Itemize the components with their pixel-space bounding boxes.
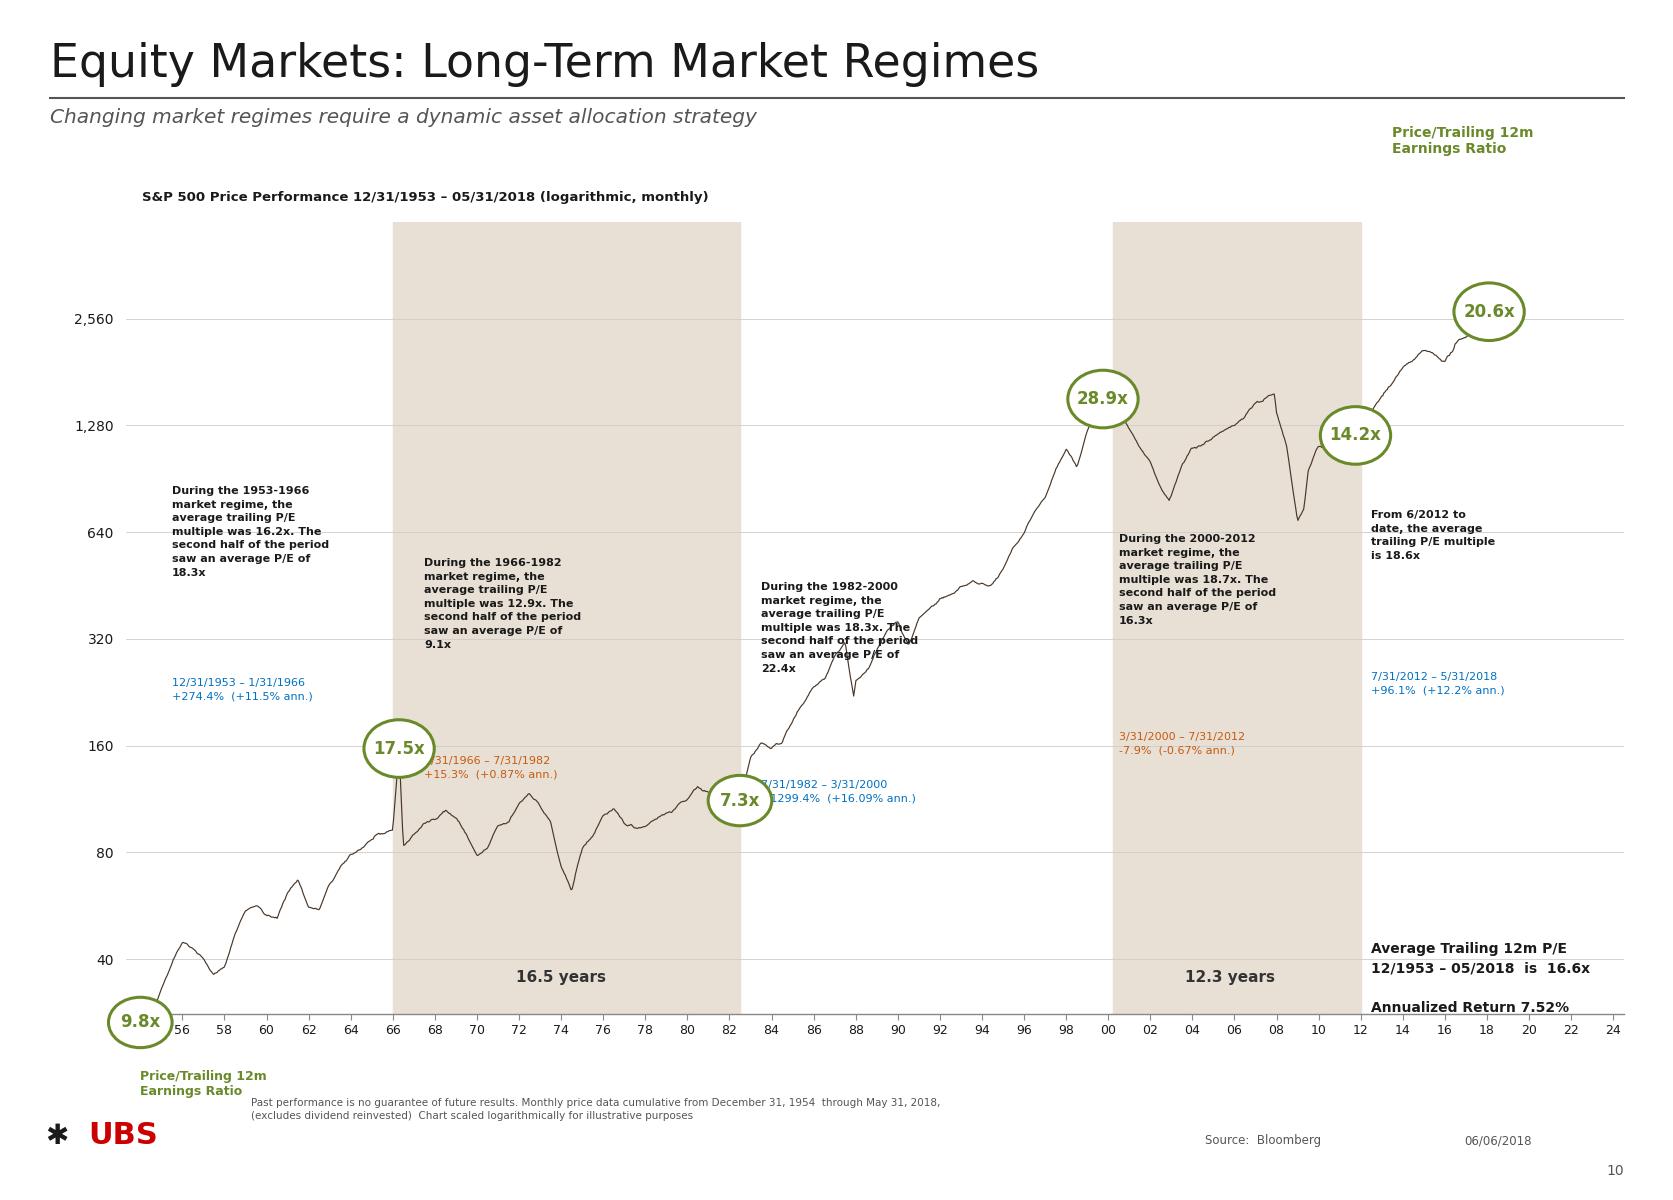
Text: Average Trailing 12m P/E
12/1953 – 05/2018  is  16.6x

Annualized Return 7.52%: Average Trailing 12m P/E 12/1953 – 05/20… [1370,942,1589,1014]
Text: 7/31/1982 – 3/31/2000
+1299.4%  (+16.09% ann.): 7/31/1982 – 3/31/2000 +1299.4% (+16.09% … [761,780,915,804]
Text: During the 1966-1982
market regime, the
average trailing P/E
multiple was 12.9x.: During the 1966-1982 market regime, the … [423,558,581,649]
Text: 17.5x: 17.5x [373,739,425,757]
Text: 7/31/2012 – 5/31/2018
+96.1%  (+12.2% ann.): 7/31/2012 – 5/31/2018 +96.1% (+12.2% ann… [1370,672,1504,696]
Text: Source:  Bloomberg: Source: Bloomberg [1205,1134,1320,1147]
Text: During the 2000-2012
market regime, the
average trailing P/E
multiple was 18.7x.: During the 2000-2012 market regime, the … [1118,534,1275,625]
Text: From 6/2012 to
date, the average
trailing P/E multiple
is 18.6x: From 6/2012 to date, the average trailin… [1370,510,1494,560]
Text: 14.2x: 14.2x [1328,426,1380,444]
Text: 10: 10 [1604,1164,1623,1178]
Text: 20.6x: 20.6x [1462,302,1514,320]
Text: S&P 500 Price Performance 12/31/1953 – 05/31/2018 (logarithmic, monthly): S&P 500 Price Performance 12/31/1953 – 0… [142,191,708,204]
Text: 7.3x: 7.3x [719,792,760,810]
Text: ✱: ✱ [45,1122,69,1150]
Text: 06/06/2018: 06/06/2018 [1464,1134,1531,1147]
Text: 1/31/1966 – 7/31/1982
+15.3%  (+0.87% ann.): 1/31/1966 – 7/31/1982 +15.3% (+0.87% ann… [423,756,557,780]
Text: Past performance is no guarantee of future results. Monthly price data cumulativ: Past performance is no guarantee of futu… [251,1098,940,1121]
Bar [1113,222,1360,1014]
Text: 9.8x: 9.8x [120,1014,161,1032]
Text: UBS: UBS [89,1121,159,1150]
Text: 12.3 years: 12.3 years [1184,970,1275,985]
Text: Price/Trailing 12m
Earnings Ratio: Price/Trailing 12m Earnings Ratio [141,1070,268,1098]
Text: 3/31/2000 – 7/31/2012
-7.9%  (-0.67% ann.): 3/31/2000 – 7/31/2012 -7.9% (-0.67% ann.… [1118,732,1245,756]
Text: Price/Trailing 12m
Earnings Ratio: Price/Trailing 12m Earnings Ratio [1392,126,1532,156]
Text: During the 1953-1966
market regime, the
average trailing P/E
multiple was 16.2x.: During the 1953-1966 market regime, the … [172,486,330,577]
Text: 16.5 years: 16.5 years [515,970,606,985]
Text: Equity Markets: Long-Term Market Regimes: Equity Markets: Long-Term Market Regimes [50,42,1039,86]
Text: 12/31/1953 – 1/31/1966
+274.4%  (+11.5% ann.): 12/31/1953 – 1/31/1966 +274.4% (+11.5% a… [172,678,313,702]
Text: 28.9x: 28.9x [1076,390,1128,408]
Text: During the 1982-2000
market regime, the
average trailing P/E
multiple was 18.3x.: During the 1982-2000 market regime, the … [761,582,917,673]
Text: Changing market regimes require a dynamic asset allocation strategy: Changing market regimes require a dynami… [50,108,756,127]
Bar [393,222,739,1014]
